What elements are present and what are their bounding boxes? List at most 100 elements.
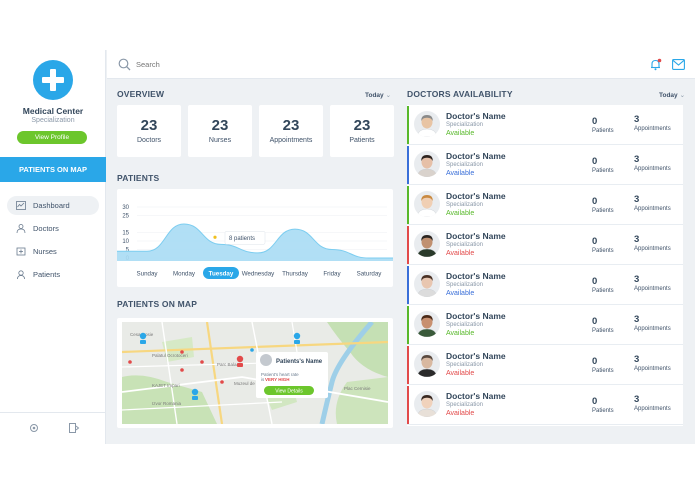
doctor-name[interactable]: Doctor's Name [446,191,506,201]
bell-icon[interactable] [649,58,662,71]
appointments-count: 3 [634,114,640,125]
availability-bar [407,266,409,304]
selected-day-pill[interactable] [203,267,239,279]
doctors-title: DOCTORS AVAILABILITY [407,89,513,99]
doctor-name[interactable]: Doctor's Name [446,151,506,161]
doctor-status: Available [446,250,475,257]
popup-heart-rate-value: VERY HIGH [265,377,290,382]
patients-count: 0 [592,116,598,127]
city-map[interactable]: Cesa Rosie Palatul Ocrotoceri Parc Balan… [122,322,388,424]
patients-label: Patients [592,288,614,294]
doctor-specialization: Specialization [446,242,484,248]
map-label: Plac Cernisie [344,386,371,391]
patients-count: 0 [592,356,598,367]
stat-card-appointments[interactable]: 23 Appointments [259,105,323,157]
sidebar-item-nurses[interactable]: Nurses [7,242,99,261]
stat-label: Nurses [208,137,232,144]
doctor-row[interactable]: Doctor's Name Specialization Available 0 Pat… [407,305,683,345]
view-profile-button[interactable]: View Profile [17,131,87,144]
overview-filter-dropdown[interactable]: Today ⌄ [365,91,391,99]
search-icon[interactable] [118,58,131,71]
patient-marker-icon[interactable] [293,332,301,344]
patients-count: 0 [592,396,598,407]
stat-value: 23 [140,117,158,134]
x-tick-label-tuesday[interactable]: Tuesday [209,271,234,278]
patients-label: Patients [592,368,614,374]
sidebar-item-label: Nurses [33,247,57,256]
doctor-avatar [414,111,440,137]
x-tick-label-wednesday[interactable]: Wednesday [242,271,275,278]
doctor-name[interactable]: Doctor's Name [446,111,506,121]
patients-count: 0 [592,156,598,167]
doctor-row[interactable]: Doctor's Name Specialization Available 0 Pat… [407,385,683,425]
appointments-label: Appointments [634,246,671,252]
search-input[interactable] [136,58,336,71]
center-name: Medical Center [22,106,84,116]
patient-marker-icon[interactable] [139,332,147,344]
y-tick-label: 10 [122,239,129,245]
doctor-status: Available [446,210,475,217]
appointments-label: Appointments [634,166,671,172]
doctor-name[interactable]: Doctor's Name [446,351,506,361]
map-streets: Cesa Rosie Palatul Ocrotoceri Parc Balan… [122,322,388,424]
appointments-count: 3 [634,234,640,245]
doctor-name[interactable]: Doctor's Name [446,311,506,321]
settings-icon[interactable] [28,422,40,434]
doctor-avatar [414,151,440,177]
patients-chart-title: PATIENTS [117,173,160,183]
doctor-specialization: Specialization [446,202,484,208]
doctor-row[interactable]: Doctor's Name Specialization Available 0 Pat… [407,145,683,185]
chart-tooltip [224,231,266,245]
map-label: Muzeul de Geologie [234,381,275,386]
doctor-name[interactable]: Doctor's Name [446,271,506,281]
doctor-row[interactable]: Doctor's Name Specialization Available 0 Pat… [407,265,683,305]
y-tick-label: 5 [126,248,130,254]
doctor-row[interactable]: Doctor's Name Specialization Available 0 Pat… [407,105,683,145]
stat-value: 23 [211,117,229,134]
doctor-row[interactable]: Doctor's Name Specialization Available 0 Pat… [407,225,683,265]
stat-card-doctors[interactable]: 23 Doctors [117,105,181,157]
patients-chart-card: 30251510508 patientsSundayMondayTuesdayW… [117,189,393,287]
sidebar-item-patients[interactable]: Patients [7,265,99,284]
stat-card-nurses[interactable]: 23 Nurses [188,105,252,157]
map-label: KAJET Impari [152,383,180,388]
availability-bar [407,346,409,384]
view-details-button[interactable] [264,386,314,395]
doctor-row[interactable]: Doctor's Name Specialization Available 0 Pat… [407,345,683,385]
map-label: Palatul Ocrotoceri [152,353,188,358]
stat-card-patients[interactable]: 23 Patients [330,105,394,157]
x-tick-label-monday[interactable]: Monday [173,271,196,278]
patients-label: Patients [592,128,614,134]
availability-bar [407,226,409,264]
availability-bar [407,186,409,224]
patients-line [117,223,393,259]
patient-marker-alert-icon[interactable] [236,355,244,367]
sidebar-item-doctors[interactable]: Doctors [7,219,99,238]
doctors-filter-dropdown[interactable]: Today ⌄ [659,91,685,99]
availability-bar [407,146,409,184]
doctor-name[interactable]: Doctor's Name [446,231,506,241]
doctor-name[interactable]: Doctor's Name [446,391,506,401]
appointments-label: Appointments [634,126,671,132]
dashboard-icon [16,201,26,210]
mail-icon[interactable] [672,59,685,70]
x-tick-label-sunday[interactable]: Sunday [137,271,159,278]
logout-icon[interactable] [68,422,80,434]
appointments-label: Appointments [634,406,671,412]
x-tick-label-thursday[interactable]: Thursday [282,271,309,278]
x-tick-label-saturday[interactable]: Saturday [357,271,383,278]
medical-cross-logo-icon [33,60,73,100]
doctor-row[interactable]: Doctor's Name Specialization Available 0 Pat… [407,185,683,225]
x-tick-label-friday[interactable]: Friday [323,271,341,278]
popup-heart-rate-label: Patient's heart rate [261,372,299,377]
doctor-specialization: Specialization [446,402,484,408]
patients-on-map-nav[interactable]: PATIENTS ON MAP [0,157,106,182]
patient-marker-icon[interactable] [191,388,199,400]
view-details-label[interactable]: View Details [275,388,303,394]
chevron-down-icon: ⌄ [385,92,392,99]
patients-count: 0 [592,276,598,287]
sidebar-item-dashboard[interactable]: Dashboard [7,196,99,215]
appointments-count: 3 [634,314,640,325]
y-tick-label: 15 [122,231,129,237]
doctor-status: Available [446,410,475,417]
